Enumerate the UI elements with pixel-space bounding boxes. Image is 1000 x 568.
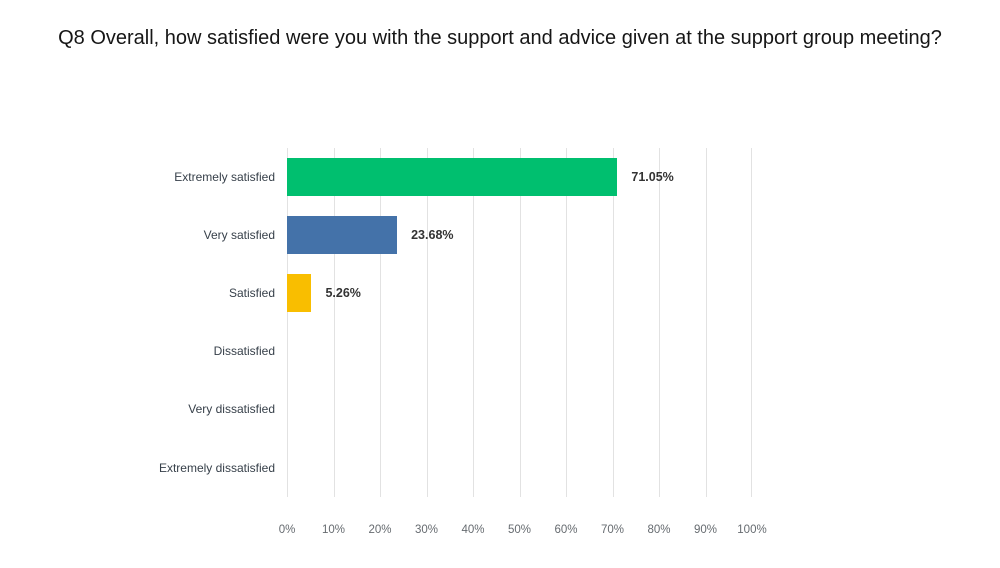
x-tick-label: 30%	[414, 524, 439, 536]
gridline	[333, 148, 335, 497]
bar-satisfied	[287, 274, 312, 313]
category-label: Extremely dissatisfied	[158, 460, 275, 475]
x-tick-label: 70%	[600, 524, 625, 536]
x-tick-label: 100%	[737, 524, 767, 536]
category-label: Dissatisfied	[213, 344, 275, 359]
x-tick-label: 80%	[647, 524, 671, 536]
chart-row: 71.05%	[287, 148, 752, 206]
bar-extremely-satisfied	[287, 158, 618, 197]
x-tick-label: 40%	[461, 524, 485, 536]
x-tick-label: 60%	[554, 524, 578, 536]
x-tick-label: 0%	[278, 524, 296, 536]
gridline	[426, 148, 428, 497]
bar-rows: 71.05% 23.68% 5.26%	[287, 148, 752, 497]
gridline	[612, 148, 614, 497]
gridline	[287, 148, 288, 497]
value-label: 23.68%	[411, 228, 454, 243]
chart-row	[287, 439, 752, 497]
x-tick-label: 50%	[507, 524, 532, 536]
category-label: Very satisfied	[203, 227, 275, 242]
category-axis: Extremely satisfied Very satisfied Satisfi…	[147, 148, 287, 497]
gridline	[705, 148, 707, 497]
value-label: 5.26%	[325, 286, 361, 301]
gridline	[659, 148, 660, 497]
category-label: Very dissatisfied	[188, 402, 275, 417]
plot-area: 71.05% 23.68% 5.26% 0% 10% 20% 30% 40% 50% 60% 70…	[279, 148, 767, 536]
gridline	[566, 148, 567, 497]
chart-title: Q8 Overall, how satisfied were you with …	[58, 27, 942, 49]
chart-row	[287, 381, 752, 439]
bar-very-satisfied	[287, 216, 398, 255]
category-label: Extremely satisfied	[174, 169, 275, 184]
x-tick-label: 90%	[693, 524, 718, 536]
chart-row: 5.26%	[287, 264, 752, 322]
chart-row	[287, 323, 752, 381]
gridline	[519, 148, 521, 497]
bar-chart: Extremely satisfied Very satisfied Satisfi…	[147, 148, 767, 536]
x-tick-label: 20%	[368, 524, 392, 536]
value-label: 71.05%	[631, 170, 674, 185]
x-axis-ticks: 0% 10% 20% 30% 40% 50% 60% 70% 80% 90% 100%	[279, 497, 767, 541]
gridline	[473, 148, 474, 497]
gridline	[380, 148, 381, 497]
chart-row: 23.68%	[287, 206, 752, 264]
gridlines	[287, 148, 752, 497]
x-tick-label: 10%	[321, 524, 346, 536]
category-label: Satisfied	[228, 286, 275, 301]
gridline	[751, 148, 752, 497]
